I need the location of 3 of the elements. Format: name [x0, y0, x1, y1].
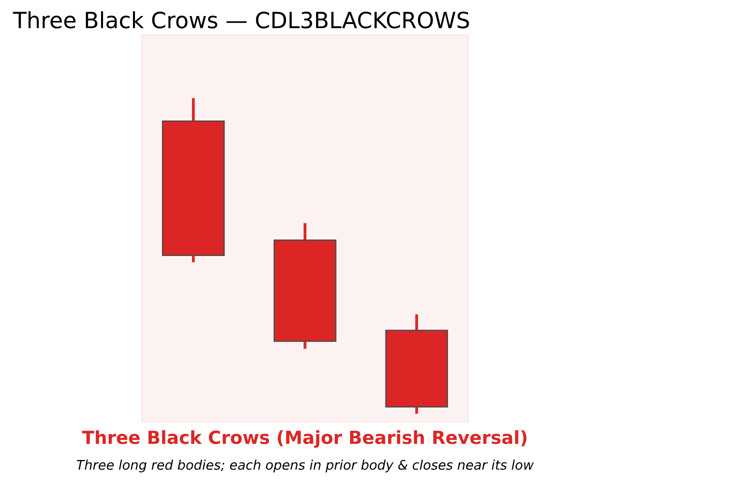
- text: Three long red bodies; each opens in prior body & closes near its low: [76, 460, 534, 472]
- chart-title: Three Black Crows — CDL3BLACKCROWS: [12, 11, 469, 28]
- text: Three Black Crows (Major Bearish Reversal): [82, 430, 526, 448]
